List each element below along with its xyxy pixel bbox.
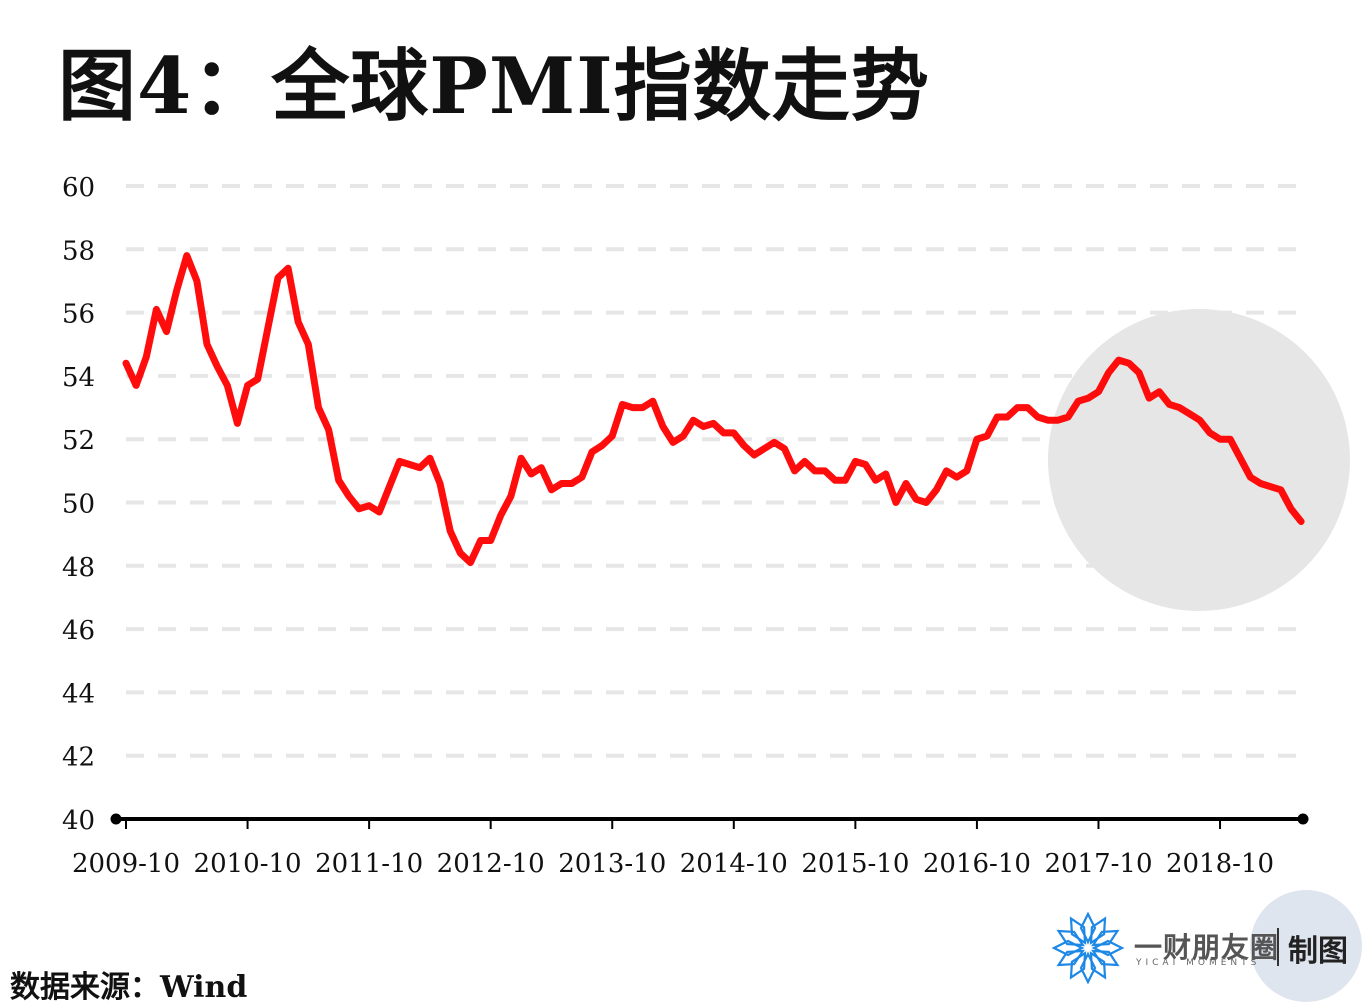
x-axis-end-dot: [110, 813, 122, 825]
x-tick-label: 2018-10: [1166, 849, 1274, 879]
y-tick-label: 56: [62, 300, 95, 330]
snowflake-logo-icon: [1051, 911, 1125, 985]
y-tick-label: 52: [62, 426, 95, 456]
y-tick-label: 48: [62, 553, 95, 583]
logo-subtitle: YICAI MOMENTS: [1136, 958, 1261, 968]
x-tick-label: 2017-10: [1044, 849, 1152, 879]
publisher-logo: 一财朋友圈 YICAI MOMENTS 制图: [1048, 890, 1365, 1002]
y-tick-label: 46: [62, 616, 95, 646]
logo-name: 一财朋友圈: [1134, 931, 1280, 964]
highlight-circle: [1048, 309, 1350, 611]
x-tick-label: 2010-10: [194, 849, 302, 879]
x-tick-label: 2012-10: [437, 849, 545, 879]
x-tick-label: 2009-10: [72, 849, 180, 879]
x-tick-label: 2016-10: [923, 849, 1031, 879]
pmi-series-line: [122, 252, 1305, 567]
y-tick-label: 54: [62, 363, 95, 393]
x-tick-label: 2014-10: [680, 849, 788, 879]
x-tick-label: 2011-10: [315, 849, 423, 879]
logo-petal: [1069, 916, 1087, 945]
chart-title: 图4：全球PMI指数走势: [58, 41, 930, 132]
y-tick-label: 50: [62, 490, 95, 520]
y-tick-label: 44: [62, 679, 95, 709]
data-source-note: 数据来源：Wind: [10, 970, 248, 1005]
x-tick-label: 2015-10: [801, 849, 909, 879]
logo-badge-circle: [1250, 890, 1362, 1002]
logo-made-label: 制图: [1288, 934, 1348, 969]
y-tick-label: 60: [62, 173, 95, 203]
x-axis-end-dot: [1297, 813, 1309, 825]
pmi-line-chart: 60 58 56 54 52 50 48 46 44 42 40 2009-10 2010-10 201…: [62, 173, 1350, 879]
y-tick-label: 58: [62, 236, 95, 266]
x-tick-label: 2013-10: [558, 849, 666, 879]
y-tick-label: 40: [62, 806, 95, 836]
y-tick-label: 42: [62, 743, 95, 773]
logo-divider: [1277, 928, 1279, 966]
